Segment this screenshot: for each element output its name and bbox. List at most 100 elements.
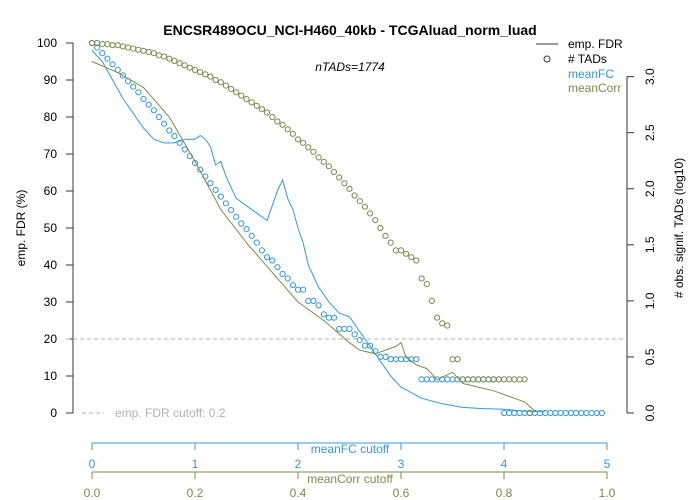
tads-point-meanCorr [274,118,281,125]
x-axis-tick-label-1: 0.8 [496,486,513,500]
tads-point-meanCorr [480,376,487,383]
tads-point-meanCorr [279,121,286,128]
tads-point-meanFC [99,50,106,57]
tads-point-meanCorr [526,409,533,417]
tads-point-meanFC [248,232,255,239]
tads-point-meanFC [377,353,384,360]
tads-point-meanFC [346,325,353,332]
tads-point-meanFC [212,186,219,193]
tads-point-meanFC [135,89,142,96]
chart-title: ENCSR489OCU_NCI-H460_40kb - TCGAluad_nor… [163,22,536,38]
tads-point-meanCorr [186,64,193,71]
tads-point-meanCorr [495,376,502,383]
tads-point-meanCorr [367,210,374,217]
tads-point-meanFC [217,193,224,200]
tads-point-meanFC [567,409,575,417]
fdr-line-meanCorr [91,61,536,412]
tads-point-meanFC [392,356,399,363]
tads-point-meanFC [294,286,302,293]
tads-point-meanFC [536,409,544,417]
tads-point-meanCorr [228,85,235,93]
tads-point-meanCorr [140,47,147,54]
y-right-tick-label: 0.5 [643,348,657,365]
tads-point-meanFC [325,314,332,321]
tads-point-meanCorr [300,139,307,146]
tads-point-meanFC [284,275,291,282]
tads-point-meanFC [264,254,271,261]
tads-point-meanCorr [119,43,127,50]
tads-point-meanCorr [464,376,471,383]
tads-point-meanFC [233,213,240,220]
tads-point-meanFC [547,409,554,417]
tads-point-meanFC [593,409,600,417]
y-axis-left-label: emp. FDR (%) [14,190,28,267]
tads-point-meanFC [269,257,276,264]
tads-point-meanCorr [150,50,157,57]
y-left-tick-label: 100 [37,36,57,50]
tads-point-meanFC [228,207,235,214]
tads-point-meanFC [500,409,508,417]
x-axis-tick-label-1: 1.0 [599,486,616,500]
tads-point-meanCorr [454,356,461,363]
x-axis-tick-label-1: 0.4 [290,486,307,500]
tads-point-meanCorr [294,136,302,143]
tads-point-meanFC [253,239,260,246]
tads-point-meanCorr [516,376,523,383]
tads-point-meanFC [161,120,168,127]
tads-point-meanFC [104,55,111,62]
tads-point-meanCorr [387,239,394,246]
tads-point-meanCorr [336,174,343,181]
tads-point-meanFC [207,180,214,187]
tads-point-meanFC [310,297,317,304]
tads-point-meanCorr [500,376,508,383]
fdr-cutoff-label: emp. FDR cutoff: 0.2 [115,406,226,420]
tads-point-meanCorr [346,185,353,192]
tads-point-meanCorr [511,376,518,383]
tads-point-meanCorr [125,44,132,51]
tads-point-meanCorr [243,96,250,103]
tads-point-meanFC [274,264,281,271]
tads-point-meanFC [444,376,451,383]
tads-point-meanCorr [130,45,137,52]
tads-point-meanCorr [305,144,312,151]
legend-meancorr-label: meanCorr [568,81,621,95]
tads-point-meanFC [542,409,549,417]
x-axis-tick-label-1: 0.2 [187,486,204,500]
tads-point-meanFC [418,376,425,383]
tads-point-meanCorr [197,69,204,76]
x-axis-tick-label-0: 3 [398,457,405,471]
tads-point-meanFC [320,311,327,318]
tads-point-meanCorr [449,356,456,363]
tads-point-meanFC [331,314,338,321]
x-axis-meanfc-label: meanFC cutoff [311,442,390,456]
tads-point-meanCorr [253,102,260,109]
tads-point-meanFC [428,376,435,383]
tads-point-meanFC [243,226,250,233]
tads-point-meanFC [279,270,286,278]
tads-point-meanFC [315,302,322,309]
tads-point-meanCorr [382,232,389,239]
tads-point-meanCorr [377,224,384,232]
tads-point-meanFC [222,200,229,207]
tads-point-meanCorr [506,376,513,383]
tads-point-meanCorr [217,79,224,86]
tads-point-meanCorr [470,376,477,383]
tads-point-meanCorr [202,71,209,78]
tads-point-meanCorr [145,48,152,56]
tads-point-meanCorr [413,257,420,264]
y-right-tick-label: 0.0 [643,404,657,421]
tads-point-meanFC [176,139,183,146]
tads-point-meanFC [356,337,363,344]
tads-point-meanCorr [171,57,178,65]
x-axis-tick-label-0: 4 [501,457,508,471]
legend: emp. FDR # TADs meanFC meanCorr [536,37,623,95]
tads-point-meanCorr [475,376,482,383]
tads-point-meanFC [382,353,389,360]
tads-point-meanCorr [356,198,363,205]
tads-point-meanFC [449,376,456,383]
y-left-tick-label: 70 [44,147,58,161]
tads-point-meanFC [130,83,137,90]
tads-point-meanFC [305,297,312,304]
fdr-line-meanFC [91,50,546,413]
tads-point-meanCorr [181,62,188,69]
